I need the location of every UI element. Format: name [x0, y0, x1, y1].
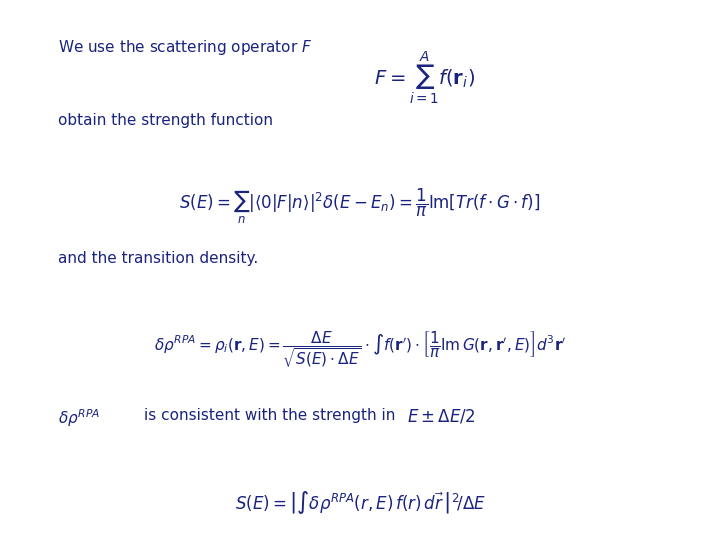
Text: obtain the strength function: obtain the strength function: [58, 113, 273, 129]
Text: $S(E) = \sum_n \left|\langle 0 | F | n \rangle\right|^2 \delta(E - E_n) = \dfrac: $S(E) = \sum_n \left|\langle 0 | F | n \…: [179, 186, 541, 226]
Text: $S(E) = \left| \int \delta\rho^{RPA}(r, E)\, f(r)\, d\vec{r}\, \right|^2 \!/ \De: $S(E) = \left| \int \delta\rho^{RPA}(r, …: [235, 489, 485, 516]
Text: and the transition density.: and the transition density.: [58, 251, 258, 266]
Text: $\delta\rho^{RPA} = \rho_i(\mathbf{r}, E) = \dfrac{\Delta E}{\sqrt{S(E) \cdot \D: $\delta\rho^{RPA} = \rho_i(\mathbf{r}, E…: [153, 329, 567, 370]
Text: We use the scattering operator $F$: We use the scattering operator $F$: [58, 38, 312, 57]
Text: $\delta\rho^{RPA}$: $\delta\rho^{RPA}$: [58, 408, 100, 429]
Text: $F = \sum_{i=1}^{A} f(\mathbf{r}_i)$: $F = \sum_{i=1}^{A} f(\mathbf{r}_i)$: [374, 49, 475, 106]
Text: is consistent with the strength in: is consistent with the strength in: [144, 408, 395, 423]
Text: $E \pm \Delta E / 2$: $E \pm \Delta E / 2$: [407, 408, 476, 426]
